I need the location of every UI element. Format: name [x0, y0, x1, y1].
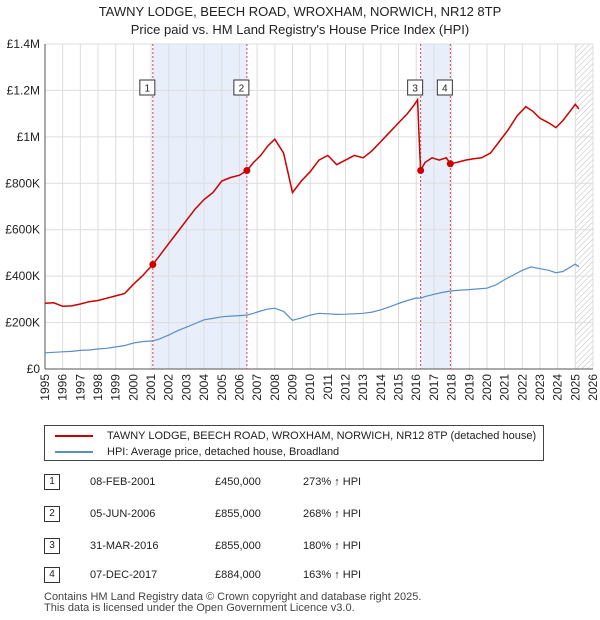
x-tick-label: 2003 — [179, 374, 193, 401]
x-tick-label: 2010 — [303, 374, 317, 401]
x-tick-label: 2004 — [197, 374, 211, 401]
sale-row: 2 05-JUN-2006 £855,000 268% ↑ HPI — [44, 506, 544, 524]
x-tick-label: 2008 — [268, 374, 282, 401]
y-tick-label: £400K — [5, 269, 40, 283]
sale-hpi-change: 268% ↑ HPI — [303, 508, 362, 520]
x-tick-label: 1995 — [38, 374, 52, 401]
footer-licence: This data is licensed under the Open Gov… — [44, 602, 355, 614]
sale-price: £855,000 — [215, 508, 261, 520]
y-tick-label: £1.2M — [7, 83, 40, 97]
x-tick-label: 2009 — [285, 374, 299, 401]
x-tick-label: 2006 — [232, 374, 246, 401]
footer-copyright: Contains HM Land Registry data © Crown c… — [44, 591, 422, 603]
x-tick-label: 1998 — [91, 374, 105, 401]
y-tick-label: £800K — [5, 176, 40, 190]
x-tick-label: 2007 — [250, 374, 264, 401]
x-tick-label: 2012 — [339, 374, 353, 401]
sale-point — [149, 261, 157, 269]
sale-date: 05-JUN-2006 — [90, 508, 156, 520]
sale-row: 1 08-FEB-2001 £450,000 273% ↑ HPI — [44, 474, 544, 492]
sale-label-box — [407, 79, 424, 96]
x-tick-label: 2019 — [462, 374, 476, 401]
hpi-line — [44, 263, 580, 354]
x-tick-label: 2000 — [126, 374, 140, 401]
x-tick-label: 2002 — [162, 374, 176, 401]
x-tick-label: 2014 — [374, 374, 388, 401]
legend-hpi-swatch — [55, 451, 93, 453]
sale-price: £450,000 — [215, 476, 261, 488]
sale-label-box — [436, 79, 453, 96]
legend-hpi-label: HPI: Average price, detached house, Broa… — [107, 446, 340, 458]
y-tick-label: £0 — [27, 362, 41, 376]
x-tick-label: 2026 — [586, 374, 600, 401]
sale-badge: 4 — [44, 567, 60, 583]
y-tick-label: £1M — [17, 130, 40, 144]
sale-label-number: 3 — [412, 84, 418, 95]
shaded-period — [420, 44, 451, 369]
legend-property-label: TAWNY LODGE, BEECH ROAD, WROXHAM, NORWIC… — [107, 430, 537, 442]
shaded-period — [152, 44, 247, 369]
sale-badge: 2 — [44, 506, 60, 522]
x-tick-label: 2005 — [215, 374, 229, 401]
chart-legend: TAWNY LODGE, BEECH ROAD, WROXHAM, NORWIC… — [44, 425, 544, 461]
sale-date: 08-FEB-2001 — [90, 476, 156, 488]
x-tick-label: 2017 — [427, 374, 441, 401]
sale-label-number: 2 — [239, 84, 245, 95]
legend-property: TAWNY LODGE, BEECH ROAD, WROXHAM, NORWIC… — [55, 428, 536, 444]
sale-hpi-change: 273% ↑ HPI — [303, 476, 362, 488]
future-hatch — [575, 44, 593, 369]
sale-row: 4 07-DEC-2017 £884,000 163% ↑ HPI — [44, 567, 544, 585]
sale-label-number: 4 — [442, 84, 448, 95]
sale-price: £884,000 — [215, 569, 261, 581]
x-tick-label: 2025 — [568, 374, 582, 401]
property-price-line — [44, 97, 580, 308]
sale-point — [243, 167, 251, 175]
sale-point — [417, 167, 425, 175]
sale-hpi-change: 163% ↑ HPI — [303, 569, 362, 581]
sale-hpi-change: 180% ↑ HPI — [303, 540, 362, 552]
y-tick-label: £600K — [5, 223, 40, 237]
sale-date: 31-MAR-2016 — [90, 540, 159, 552]
chart-title: TAWNY LODGE, BEECH ROAD, WROXHAM, NORWIC… — [98, 4, 502, 19]
y-tick-label: £1.4M — [7, 37, 40, 51]
sale-label-box — [139, 79, 156, 96]
x-tick-label: 2016 — [409, 374, 423, 401]
chart-subtitle: Price paid vs. HM Land Registry's House … — [130, 22, 470, 37]
price-chart: £0 £200K £400K £600K £800K £1M £1.2M £1.4M 1995 1… — [5, 37, 600, 401]
legend-property-swatch — [55, 435, 93, 437]
x-tick-label: 2024 — [551, 374, 565, 401]
sale-row: 3 31-MAR-2016 £855,000 180% ↑ HPI — [44, 538, 544, 556]
sale-badge: 3 — [44, 538, 60, 554]
legend-hpi: HPI: Average price, detached house, Broa… — [55, 444, 339, 460]
x-tick-label: 2020 — [480, 374, 494, 401]
sale-label-number: 1 — [145, 84, 151, 95]
x-tick-label: 2015 — [392, 374, 406, 401]
x-tick-label: 1997 — [73, 374, 87, 401]
x-tick-label: 1999 — [109, 374, 123, 401]
plot-area — [45, 44, 593, 369]
x-tick-label: 2023 — [533, 374, 547, 401]
y-tick-label: £200K — [5, 316, 40, 330]
sale-price: £855,000 — [215, 540, 261, 552]
sale-date: 07-DEC-2017 — [90, 569, 158, 581]
x-tick-label: 2011 — [321, 374, 335, 400]
x-tick-label: 2018 — [445, 374, 459, 401]
sale-badge: 1 — [44, 474, 60, 490]
x-tick-label: 1996 — [56, 374, 70, 401]
x-tick-label: 2001 — [144, 374, 158, 401]
sale-label-box — [233, 79, 250, 96]
sale-point — [446, 160, 454, 168]
x-tick-label: 2013 — [356, 374, 370, 401]
x-tick-label: 2021 — [498, 374, 512, 401]
x-tick-label: 2022 — [515, 374, 529, 401]
